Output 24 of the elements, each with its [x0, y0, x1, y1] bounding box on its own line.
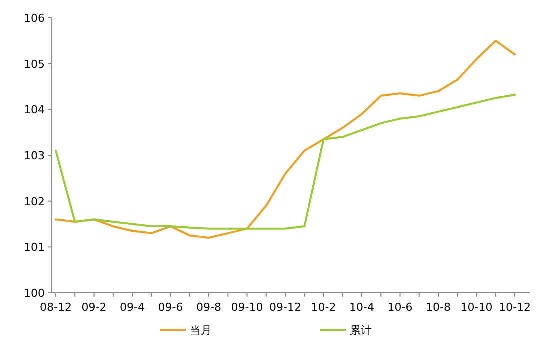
x-tick-label: 09-4: [120, 301, 145, 314]
y-tick-label: 104: [24, 104, 45, 117]
x-tick-label: 10-8: [426, 301, 451, 314]
y-tick-label: 106: [24, 12, 45, 25]
y-tick-label: 100: [24, 287, 45, 300]
x-tick-label: 10-12: [499, 301, 531, 314]
legend-label: 当月: [190, 324, 212, 337]
y-tick-label: 102: [24, 195, 45, 208]
y-tick-label: 103: [24, 150, 45, 162]
y-tick-label: 105: [24, 58, 45, 71]
x-tick-label: 09-2: [82, 301, 107, 314]
x-tick-label: 10-6: [388, 301, 413, 314]
legend-label: 累计: [350, 324, 372, 337]
x-tick-label: 10-4: [350, 301, 374, 314]
line-series: [55, 40, 516, 239]
x-tick-label: 09-10: [231, 301, 264, 314]
line-series: [55, 94, 516, 230]
x-tick-label: 08-12: [40, 301, 72, 314]
x-tick-label: 09-6: [158, 301, 184, 314]
y-tick-label: 101: [24, 241, 45, 254]
x-tick-label: 10-10: [460, 301, 493, 314]
x-tick-label: 09-8: [196, 301, 222, 314]
x-tick-label: 09-12: [270, 301, 302, 314]
x-tick-label: 10-2: [311, 301, 336, 314]
